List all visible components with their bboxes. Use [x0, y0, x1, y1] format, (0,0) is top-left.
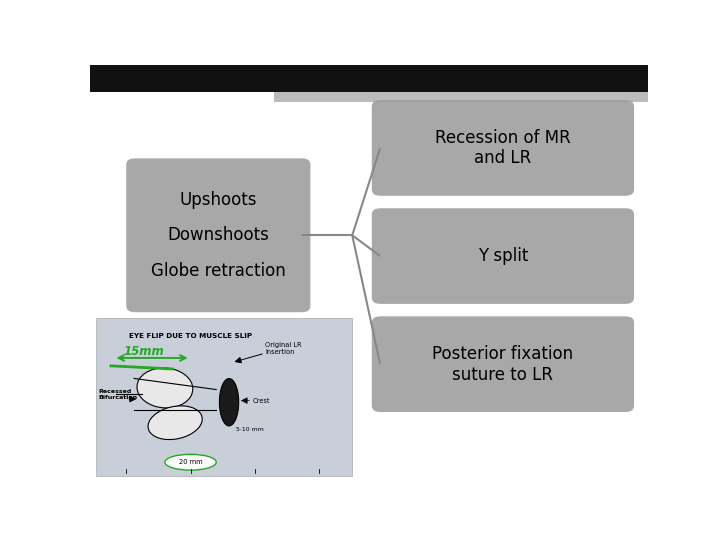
FancyBboxPatch shape — [126, 158, 310, 312]
Ellipse shape — [220, 379, 238, 426]
Ellipse shape — [148, 406, 202, 440]
Ellipse shape — [137, 368, 193, 408]
Text: Recessed
Bifurcation: Recessed Bifurcation — [98, 389, 138, 400]
Text: Globe retraction: Globe retraction — [151, 261, 286, 280]
Text: Recession of MR
and LR: Recession of MR and LR — [435, 129, 571, 167]
FancyBboxPatch shape — [96, 319, 352, 476]
FancyBboxPatch shape — [372, 316, 634, 412]
Text: 20 mm: 20 mm — [179, 459, 202, 465]
FancyBboxPatch shape — [372, 208, 634, 304]
Text: 5·10 mm: 5·10 mm — [235, 427, 264, 431]
Text: Posterior fixation
suture to LR: Posterior fixation suture to LR — [432, 345, 574, 383]
FancyBboxPatch shape — [274, 92, 648, 102]
FancyBboxPatch shape — [90, 65, 648, 92]
Text: 15mm: 15mm — [124, 345, 165, 358]
Text: Downshoots: Downshoots — [168, 226, 269, 244]
Text: Y split: Y split — [478, 247, 528, 265]
FancyBboxPatch shape — [372, 100, 634, 196]
Text: Original LR
Insertion: Original LR Insertion — [265, 342, 302, 355]
Ellipse shape — [165, 454, 216, 470]
Text: EYE FLIP DUE TO MUSCLE SLIP: EYE FLIP DUE TO MUSCLE SLIP — [129, 333, 252, 339]
Text: Upshoots: Upshoots — [179, 191, 257, 209]
Text: Crest: Crest — [252, 397, 270, 403]
